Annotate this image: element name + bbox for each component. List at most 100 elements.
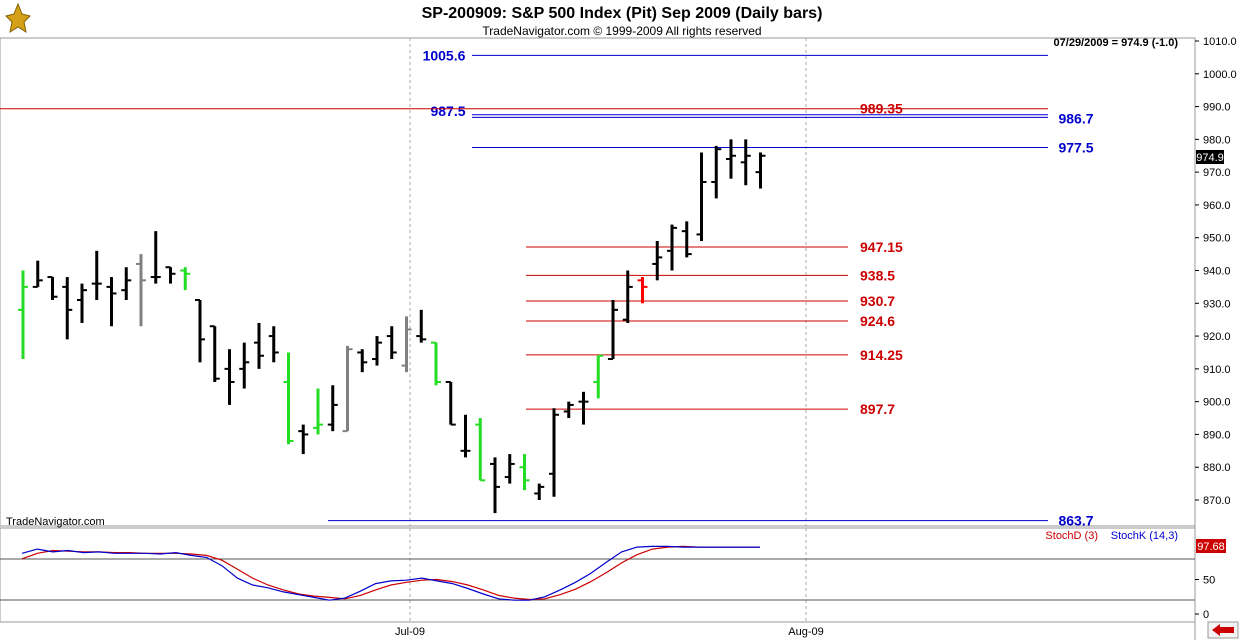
ohlc-bar (268, 326, 279, 363)
ohlc-bar (667, 224, 677, 271)
level-label-blue: 863.7 (1058, 513, 1093, 529)
ohlc-bar (460, 414, 471, 458)
price-panel-frame (0, 37, 1196, 527)
ohlc-bar (283, 352, 294, 445)
ohlc-bar (593, 354, 604, 399)
ohlc-bar (696, 152, 707, 241)
ohlc-bar (224, 349, 235, 405)
ohlc-bar (504, 454, 515, 484)
price-levels: 1005.6 987.5 986.7 977.5 863.7 989.35 947.15 93… (0, 47, 1094, 529)
price-tag: 974.9 (1196, 150, 1224, 164)
ohlc-bar (180, 267, 191, 291)
ohlc-bar (726, 139, 736, 179)
ohlc-bar (32, 260, 43, 288)
price-y-tick-label: 930.0 (1203, 298, 1231, 310)
stoch-tag-label: 97.68 (1197, 541, 1225, 553)
price-tag-bg (1196, 150, 1224, 164)
price-y-axis: 870.0 880.0 890.0 900.0 910.0 920.0 930.0 940.0… (1195, 36, 1237, 507)
level-label-red: 930.7 (860, 293, 895, 309)
price-y-tick-label: 880.0 (1203, 462, 1231, 474)
watermark-text: TradeNavigator.com (6, 516, 105, 528)
x-label-jul: Jul-09 (395, 626, 425, 638)
ohlc-bar (121, 267, 132, 301)
last-value-note: 07/29/2009 = 974.9 (-1.0) (1054, 37, 1179, 49)
ohlc-bar (195, 299, 205, 363)
price-y-tick-label: 970.0 (1203, 167, 1231, 179)
price-y-tick-label: 980.0 (1203, 134, 1231, 146)
app-logo-icon (5, 2, 31, 34)
ohlc-bar (106, 277, 117, 327)
ohlc-bar (254, 322, 264, 369)
price-y-tick-label: 950.0 (1203, 233, 1231, 245)
ohlc-bar (77, 283, 87, 323)
ohlc-bar (165, 266, 176, 284)
stoch-y-tick-label: 0 (1203, 609, 1209, 621)
level-label-blue: 977.5 (1058, 140, 1093, 156)
ohlc-bar (18, 270, 28, 360)
ohlc-bar (313, 388, 323, 435)
ohlc-bar (150, 231, 161, 284)
level-label-red: 938.5 (860, 267, 895, 283)
ohlc-bar (62, 277, 73, 340)
ohlc-bar (681, 221, 692, 258)
copyright-text: TradeNavigator.com © 1999-2009 All right… (482, 24, 761, 38)
level-label-red: 924.6 (860, 313, 895, 329)
price-y-tick-label: 920.0 (1203, 331, 1231, 343)
price-y-tick-label: 1010.0 (1203, 36, 1237, 48)
price-y-tick-label: 990.0 (1203, 102, 1231, 114)
ohlc-bar (534, 483, 545, 500)
stoch-d-legend: StochD (3) (1045, 530, 1098, 542)
stoch-k-line (21, 545, 760, 601)
level-label-blue: 986.7 (1058, 110, 1093, 126)
ohlc-bar (431, 341, 441, 386)
price-y-tick-label: 870.0 (1203, 495, 1231, 507)
ohlc-bar (475, 418, 486, 482)
ohlc-bar (490, 457, 500, 514)
ohlc-bar (755, 152, 766, 189)
ohlc-bar (386, 326, 397, 360)
stoch-panel-frame (0, 527, 1196, 623)
price-y-tick-label: 1000.0 (1203, 69, 1237, 81)
price-y-tick-label: 910.0 (1203, 364, 1231, 376)
level-label-red: 989.35 (860, 101, 903, 117)
ohlc-bar (652, 240, 663, 281)
x-label-aug: Aug-09 (788, 626, 823, 638)
ohlc-bar (372, 336, 382, 366)
stoch-y-tick-label: 50 (1203, 575, 1215, 587)
price-y-tick-label: 940.0 (1203, 266, 1231, 278)
level-label-red: 897.7 (860, 401, 895, 417)
price-y-tick-label: 900.0 (1203, 397, 1231, 409)
stoch-tag: 97.68 (1196, 539, 1226, 553)
ohlc-bar (47, 276, 58, 301)
ohlc-bar (563, 401, 574, 419)
price-y-tick-label: 960.0 (1203, 200, 1231, 212)
ohlc-bar (445, 380, 456, 426)
price-tag-label: 974.9 (1196, 152, 1224, 164)
ohlc-bar (519, 454, 530, 491)
ohlc-bar (622, 270, 633, 323)
ohlc-bar (327, 385, 338, 432)
stoch-tag-bg (1196, 539, 1226, 553)
level-label-blue: 987.5 (430, 103, 465, 119)
price-bars (18, 139, 766, 514)
ohlc-bar (549, 408, 559, 497)
scroll-left-arrow-icon[interactable] (1207, 621, 1239, 639)
ohlc-bar (136, 254, 146, 327)
level-label-red: 947.15 (860, 239, 903, 255)
ohlc-bar (711, 145, 722, 199)
level-label-blue: 1005.6 (423, 47, 466, 63)
ohlc-bar (578, 391, 589, 425)
ohlc-bar (401, 316, 412, 373)
level-label-red: 914.25 (860, 347, 903, 363)
stoch-y-axis: 0 50 (1195, 575, 1215, 621)
ohlc-bar (357, 349, 368, 373)
stoch-d-line (21, 545, 760, 601)
stoch-k-legend: StochK (14,3) (1111, 530, 1178, 542)
ohlc-bar (608, 300, 618, 361)
ohlc-bar (239, 342, 250, 389)
ohlc-bar (740, 139, 751, 186)
ohlc-bar (298, 424, 309, 455)
ohlc-bar (209, 325, 220, 382)
ohlc-bar (637, 277, 648, 304)
